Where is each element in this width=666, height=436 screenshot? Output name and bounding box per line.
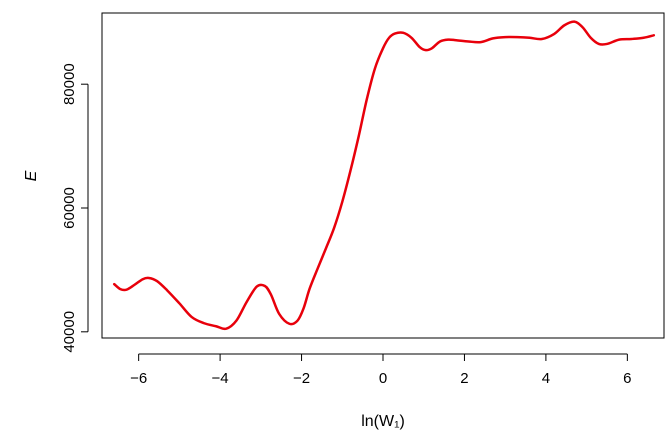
- x-axis-title: ln(W₁): [361, 413, 405, 430]
- x-tick-label: −6: [130, 370, 147, 387]
- x-tick-label: 0: [379, 370, 387, 387]
- series-line: [112, 20, 656, 331]
- y-axis: 40000 60000 80000: [61, 63, 89, 353]
- x-tick-label: 6: [623, 370, 631, 387]
- y-tick-label: 60000: [61, 187, 78, 229]
- y-axis-title: E: [23, 170, 40, 181]
- plot-frame: [101, 12, 665, 339]
- y-tick-label: 40000: [61, 311, 78, 353]
- x-tick-label: 4: [542, 370, 550, 387]
- x-tick-label: −2: [293, 370, 310, 387]
- series-layer: [112, 20, 656, 331]
- y-tick-label: 80000: [61, 63, 78, 105]
- x-tick-label: 2: [460, 370, 468, 387]
- x-tick-label: −4: [212, 370, 229, 387]
- x-axis: −6 −4 −2 0 2 4 6: [130, 353, 632, 387]
